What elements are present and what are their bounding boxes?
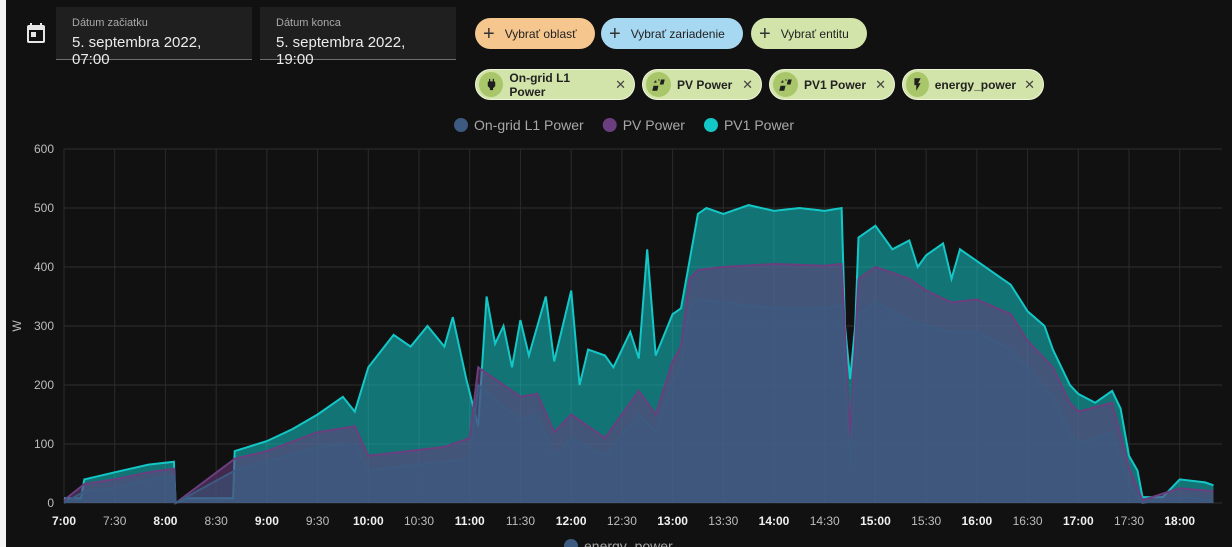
plus-icon: + — [609, 22, 621, 45]
start-date-label: Dátum začiatku — [72, 17, 148, 29]
y-tick-label: 100 — [34, 437, 54, 451]
x-tick-label: 16:30 — [1013, 514, 1043, 528]
x-tick-label: 10:30 — [404, 514, 434, 528]
x-tick-label: 11:30 — [506, 514, 535, 528]
entity-chip-energy-power[interactable]: energy_power ✕ — [902, 69, 1044, 100]
end-date-label: Dátum konca — [276, 17, 341, 29]
legend-label: PV1 Power — [724, 117, 794, 133]
close-icon[interactable]: ✕ — [1024, 76, 1035, 92]
close-icon[interactable]: ✕ — [615, 76, 626, 92]
x-tick-label: 14:00 — [759, 514, 790, 528]
y-tick-label: 600 — [34, 142, 54, 156]
x-tick-label: 7:00 — [52, 514, 76, 528]
legend-label: On-grid L1 Power — [474, 117, 584, 133]
entity-chip-label: On-grid L1 Power — [509, 70, 571, 99]
solar-power-icon — [773, 72, 798, 97]
start-date-field[interactable]: Dátum začiatku 5. septembra 2022, 07:00 — [56, 7, 252, 68]
x-tick-label: 10:00 — [353, 514, 384, 528]
entity-chip-pv1[interactable]: PV1 Power ✕ — [769, 69, 895, 100]
series-line — [63, 298, 1214, 505]
y-axis-label: W — [10, 320, 24, 332]
start-date-value: 5. septembra 2022, 07:00 — [72, 34, 202, 68]
y-tick-label: 400 — [34, 260, 54, 274]
x-tick-label: 17:30 — [1114, 514, 1144, 528]
x-tick-label: 13:30 — [708, 514, 738, 528]
legend-label: PV Power — [623, 117, 686, 133]
y-tick-label: 200 — [34, 378, 54, 392]
chart-legend[interactable]: On-grid L1 Power PV Power PV1 Power — [454, 117, 794, 133]
entity-chip-label: energy_power — [934, 77, 1017, 92]
legend-swatch — [564, 539, 578, 547]
x-tick-label: 12:00 — [556, 514, 587, 528]
chart-axes: 0 100 200 300 400 500 600 7:00 7:30 8:00 8:30 9:00 9… — [10, 142, 1195, 528]
y-tick-label: 500 — [34, 201, 54, 215]
close-icon[interactable]: ✕ — [742, 76, 753, 92]
y-tick-label: 300 — [34, 319, 54, 333]
x-tick-label: 9:30 — [306, 514, 330, 528]
left-edge-strip — [0, 0, 6, 547]
entity-chip-on-grid[interactable]: On-grid L1 Power ✕ — [475, 69, 635, 100]
end-date-value: 5. septembra 2022, 19:00 — [276, 34, 406, 68]
entity-chip-label: PV Power — [677, 77, 733, 92]
pick-entity-label: Vybrať entitu — [780, 26, 849, 41]
pick-entity-button[interactable]: + Vybrať entitu — [751, 18, 867, 49]
x-tick-label: 13:00 — [657, 514, 688, 528]
plus-icon: + — [483, 22, 495, 45]
entity-chip-label: PV1 Power — [804, 77, 867, 92]
legend-swatch — [454, 118, 468, 132]
chart-series — [63, 204, 1214, 505]
x-tick-label: 16:00 — [962, 514, 993, 528]
legend-item[interactable]: PV Power — [602, 117, 686, 133]
series-line — [63, 262, 1214, 505]
legend-item[interactable]: PV1 Power — [703, 117, 794, 133]
pick-area-label: Vybrať oblasť — [504, 26, 577, 41]
x-tick-label: 12:30 — [607, 514, 637, 528]
flash-icon — [906, 72, 929, 97]
x-tick-label: 15:00 — [860, 514, 891, 528]
x-tick-label: 9:00 — [255, 514, 279, 528]
legend-label: energy_power — [584, 538, 673, 547]
legend-swatch — [602, 118, 617, 132]
x-tick-label: 14:30 — [810, 514, 840, 528]
legend-item[interactable]: energy_power — [564, 538, 673, 547]
x-tick-label: 17:00 — [1063, 514, 1094, 528]
power-plug-icon — [479, 72, 504, 97]
x-tick-label: 18:00 — [1164, 514, 1195, 528]
x-tick-label: 8:30 — [204, 514, 228, 528]
x-tick-label: 8:00 — [153, 514, 177, 528]
pick-device-label: Vybrať zariadenie — [630, 26, 725, 41]
series-area — [64, 299, 1214, 503]
x-tick-label: 7:30 — [103, 514, 127, 528]
x-tick-label: 11:00 — [455, 514, 485, 528]
y-tick-label: 0 — [47, 496, 54, 510]
close-icon[interactable]: ✕ — [875, 76, 886, 92]
legend-swatch — [703, 118, 718, 132]
legend-item[interactable]: On-grid L1 Power — [454, 117, 584, 133]
plus-icon: + — [759, 22, 771, 45]
calendar-icon[interactable] — [24, 22, 48, 46]
pick-device-button[interactable]: + Vybrať zariadenie — [601, 18, 743, 49]
solar-power-icon — [646, 72, 671, 97]
x-tick-label: 15:30 — [911, 514, 941, 528]
entity-chip-pv[interactable]: PV Power ✕ — [642, 69, 762, 100]
end-date-field[interactable]: Dátum konca 5. septembra 2022, 19:00 — [260, 7, 456, 68]
series-line — [64, 204, 1214, 505]
pick-area-button[interactable]: + Vybrať oblasť — [475, 18, 595, 49]
chart-legend-bottom[interactable]: energy_power — [564, 538, 673, 547]
